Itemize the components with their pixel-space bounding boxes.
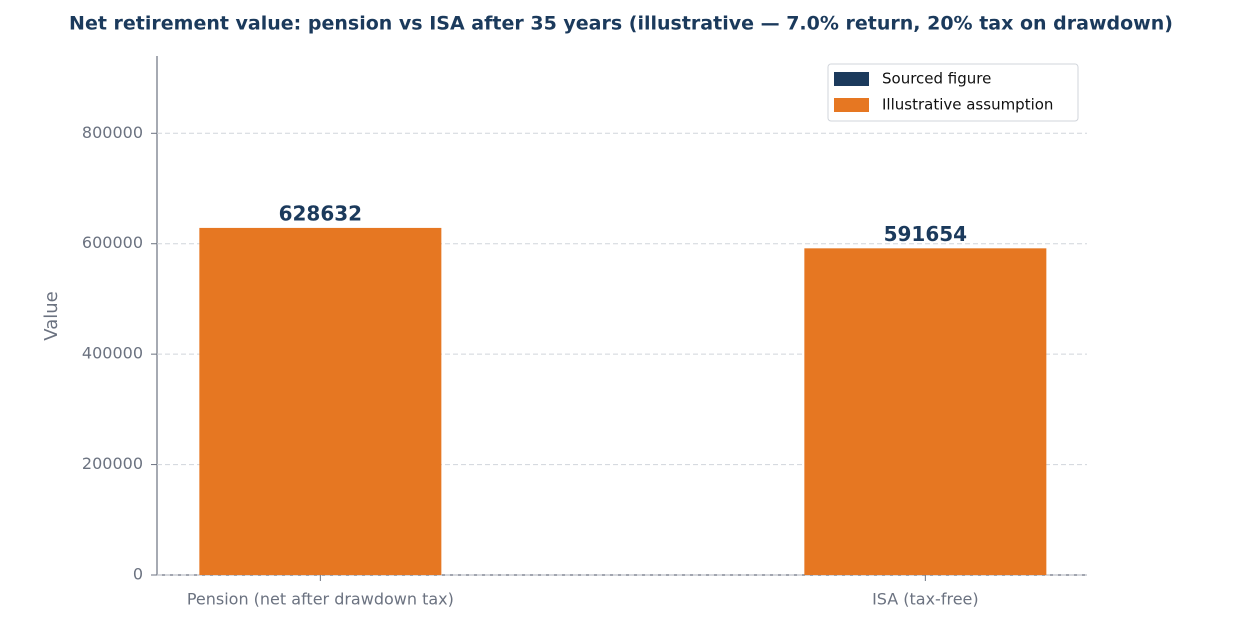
value-label: 591654: [884, 222, 968, 246]
x-tick-label: Pension (net after drawdown tax): [187, 590, 454, 609]
bar: [199, 227, 442, 575]
y-tick-label: 400000: [82, 344, 143, 363]
legend-swatch: [834, 98, 869, 112]
y-tick-label: 200000: [82, 454, 143, 473]
bar: [804, 248, 1047, 575]
legend-label: Sourced figure: [882, 70, 991, 88]
value-label: 628632: [279, 201, 363, 225]
chart-title: Net retirement value: pension vs ISA aft…: [69, 13, 1173, 35]
y-tick-label: 0: [133, 565, 143, 584]
legend-swatch: [834, 72, 869, 86]
y-tick-label: 600000: [82, 233, 143, 252]
legend-label: Illustrative assumption: [882, 96, 1053, 114]
x-tick-label: ISA (tax-free): [872, 590, 979, 609]
y-axis-label: Value: [41, 291, 62, 340]
legend-box: [827, 63, 1079, 122]
y-tick-label: 800000: [82, 123, 143, 142]
